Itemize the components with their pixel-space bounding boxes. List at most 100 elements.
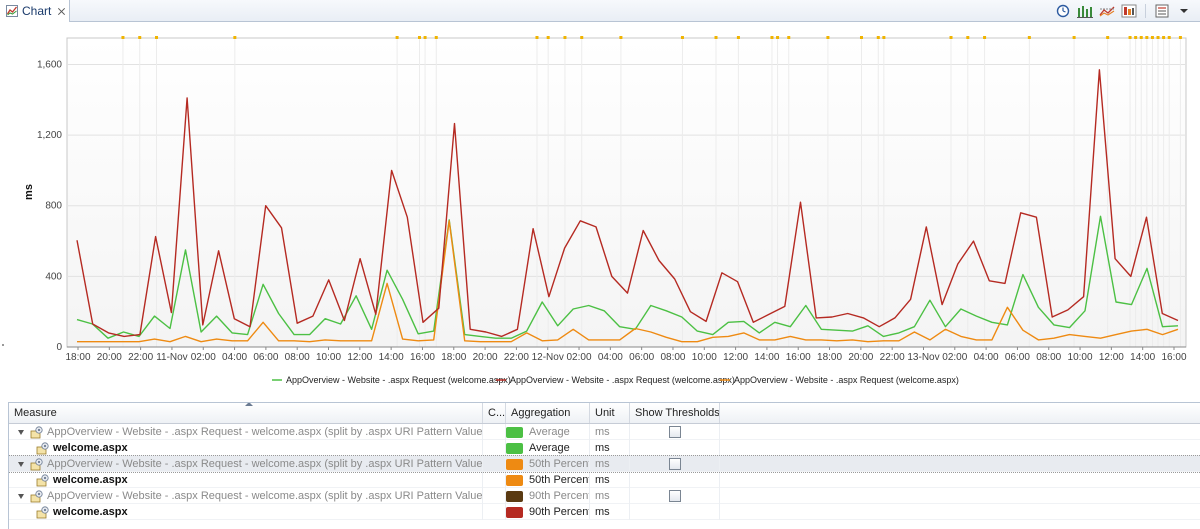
x-tick-label: 18:00	[441, 352, 466, 363]
column-header-aggregation[interactable]: Aggregation	[506, 403, 590, 423]
column-header-color[interactable]: C...	[483, 403, 506, 423]
legend-item[interactable]: AppOverview - Website - .aspx Request (w…	[720, 375, 959, 385]
expand-toggle-icon[interactable]	[18, 461, 24, 467]
event-marker[interactable]	[1178, 36, 1182, 39]
event-marker[interactable]	[423, 36, 427, 39]
event-marker[interactable]	[1027, 36, 1031, 39]
event-marker[interactable]	[882, 36, 886, 39]
settings-icon[interactable]	[1121, 3, 1137, 19]
aggregation-cell[interactable]: 90th Percentile	[506, 504, 590, 520]
show-thresholds-cell	[630, 440, 720, 456]
event-marker[interactable]	[736, 36, 740, 39]
event-marker[interactable]	[619, 36, 623, 39]
close-icon[interactable]	[57, 7, 66, 16]
table-row[interactable]: AppOverview - Website - .aspx Request - …	[9, 488, 1200, 504]
dropdown-chevron-icon[interactable]	[1176, 3, 1192, 19]
measure-cell: welcome.aspx	[9, 472, 483, 488]
event-marker[interactable]	[714, 36, 718, 39]
color-cell[interactable]	[483, 488, 506, 504]
event-marker[interactable]	[121, 36, 125, 39]
y-tick-label: 400	[45, 271, 62, 282]
series-line[interactable]	[76, 215, 1179, 339]
aggregation-color-swatch	[506, 490, 523, 502]
event-marker[interactable]	[138, 36, 142, 39]
event-marker[interactable]	[1134, 36, 1138, 39]
expand-toggle-icon[interactable]	[18, 429, 24, 435]
x-tick-label: 20:00	[473, 352, 498, 363]
event-marker[interactable]	[1145, 36, 1149, 39]
table-row[interactable]: welcome.aspx 90th Percentile ms	[9, 504, 1200, 520]
event-marker[interactable]	[1139, 36, 1143, 39]
tab-chart[interactable]: Chart	[0, 0, 70, 22]
column-header-show-thresholds[interactable]: Show Thresholds	[630, 403, 720, 423]
event-marker[interactable]	[546, 36, 550, 39]
layout-icon[interactable]	[1154, 3, 1170, 19]
event-marker[interactable]	[155, 36, 159, 39]
x-tick-label: 22:00	[880, 352, 905, 363]
threshold-icon[interactable]	[1099, 3, 1115, 19]
show-thresholds-checkbox[interactable]	[668, 490, 681, 502]
unit-cell: ms	[590, 440, 630, 456]
expand-toggle-icon[interactable]	[18, 493, 24, 499]
unit-value: ms	[595, 426, 610, 438]
column-header-show-thresholds-label: Show Thresholds	[635, 407, 720, 419]
measure-cell: welcome.aspx	[9, 440, 483, 456]
show-thresholds-checkbox[interactable]	[668, 426, 681, 438]
color-cell[interactable]	[483, 440, 506, 456]
column-header-unit[interactable]: Unit	[590, 403, 630, 423]
aggregation-cell[interactable]: 90th Percentile	[506, 488, 590, 504]
legend-item[interactable]: AppOverview - Website - .aspx Request (w…	[272, 375, 511, 385]
measure-icon	[36, 473, 49, 486]
show-thresholds-cell	[630, 472, 720, 488]
aggregation-cell[interactable]: Average	[506, 440, 590, 456]
bar-chart-icon[interactable]	[1077, 3, 1093, 19]
event-marker[interactable]	[826, 36, 830, 39]
series-line[interactable]	[76, 69, 1179, 338]
column-header-unit-label: Unit	[595, 407, 615, 419]
event-marker[interactable]	[949, 36, 953, 39]
color-cell[interactable]	[483, 424, 506, 440]
color-cell[interactable]	[483, 472, 506, 488]
event-marker[interactable]	[1128, 36, 1132, 39]
aggregation-cell[interactable]: Average	[506, 424, 590, 440]
event-marker[interactable]	[434, 36, 438, 39]
color-cell[interactable]	[483, 504, 506, 520]
event-marker[interactable]	[233, 36, 237, 39]
event-marker[interactable]	[417, 36, 421, 39]
table-row[interactable]: AppOverview - Website - .aspx Request - …	[9, 455, 1200, 473]
event-marker[interactable]	[1150, 36, 1154, 39]
unit-value: ms	[595, 458, 610, 470]
color-cell[interactable]	[483, 456, 506, 472]
table-row[interactable]: welcome.aspx 50th Percentile ms	[9, 472, 1200, 488]
table-row[interactable]: welcome.aspx Average ms	[9, 440, 1200, 456]
event-marker[interactable]	[966, 36, 970, 39]
event-marker[interactable]	[535, 36, 539, 39]
aggregation-cell[interactable]: 50th Percentile	[506, 456, 590, 472]
table-row[interactable]: AppOverview - Website - .aspx Request - …	[9, 424, 1200, 440]
event-marker[interactable]	[580, 36, 584, 39]
splitter-handle[interactable]	[2, 344, 4, 346]
event-marker[interactable]	[876, 36, 880, 39]
aggregation-cell[interactable]: 50th Percentile	[506, 472, 590, 488]
event-marker[interactable]	[395, 36, 399, 39]
event-marker[interactable]	[563, 36, 567, 39]
event-marker[interactable]	[1156, 36, 1160, 39]
measure-name: AppOverview - Website - .aspx Request - …	[47, 426, 483, 438]
event-marker[interactable]	[680, 36, 684, 39]
legend-item[interactable]: AppOverview - Website - .aspx Request (w…	[496, 375, 735, 385]
event-marker[interactable]	[1167, 36, 1171, 39]
event-marker[interactable]	[1072, 36, 1076, 39]
event-marker[interactable]	[1162, 36, 1166, 39]
event-marker[interactable]	[983, 36, 987, 39]
event-marker[interactable]	[776, 36, 780, 39]
show-thresholds-checkbox[interactable]	[668, 458, 681, 470]
event-marker[interactable]	[787, 36, 791, 39]
event-marker[interactable]	[1106, 36, 1110, 39]
aggregation-color-swatch	[506, 474, 523, 486]
series-line[interactable]	[77, 220, 1179, 343]
event-marker[interactable]	[859, 36, 863, 39]
event-marker[interactable]	[770, 36, 774, 39]
column-header-measure[interactable]: Measure	[9, 403, 483, 423]
clock-icon[interactable]	[1055, 3, 1071, 19]
